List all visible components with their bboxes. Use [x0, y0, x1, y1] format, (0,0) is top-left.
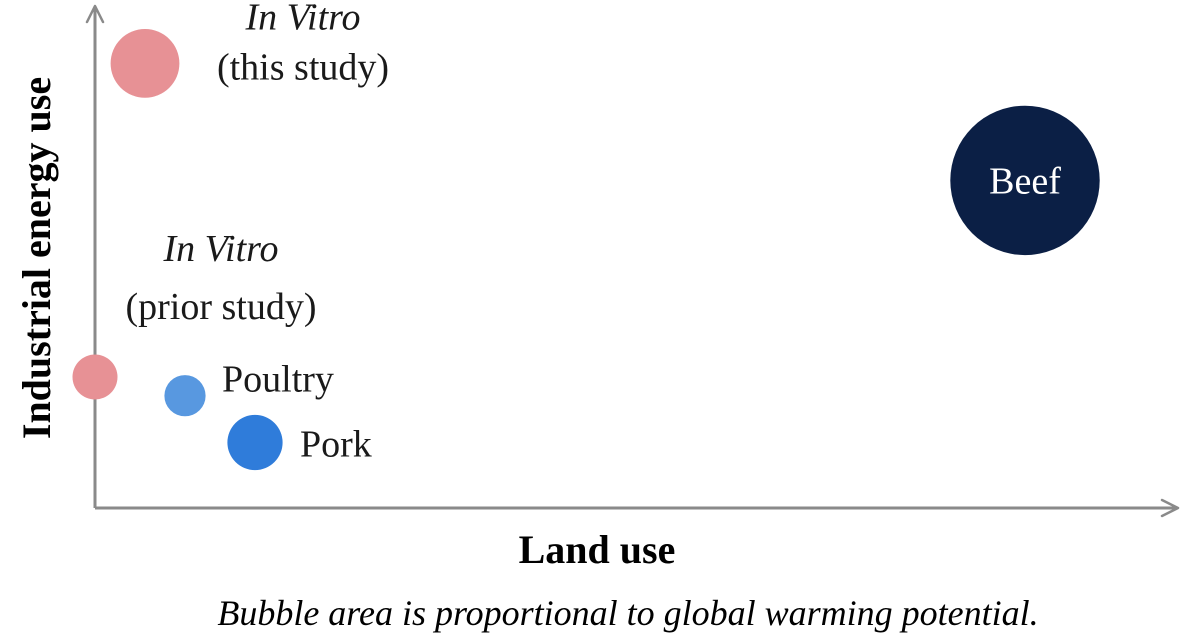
- bubble-5: [950, 105, 1100, 256]
- bubble-4: [227, 414, 283, 471]
- bubble-2: [72, 354, 118, 400]
- y-axis-title: Industrial energy use: [14, 77, 59, 439]
- bubble-label-3: Poultry: [222, 359, 334, 401]
- bubbles-group: [72, 29, 1100, 471]
- bubble-size-note: Bubble area is proportional to global wa…: [217, 593, 1038, 633]
- bubble-label-5: Beef: [989, 160, 1061, 202]
- bubble-3: [164, 375, 206, 417]
- bubble-label-4: Pork: [300, 424, 372, 466]
- bubble-labels-group: In Vitro (this study) In Vitro (prior study…: [125, 0, 1061, 466]
- x-axis-title: Land use: [519, 527, 676, 572]
- bubble-label-1: In Vitro (this study): [217, 0, 389, 88]
- bubble-label-2: In Vitro (prior study): [125, 228, 316, 328]
- bubble-1: [110, 29, 180, 98]
